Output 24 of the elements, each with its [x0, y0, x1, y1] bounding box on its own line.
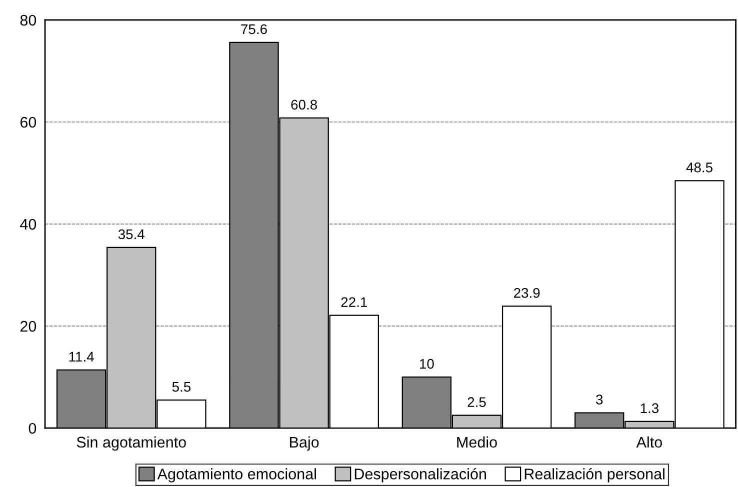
legend-label: Despersonalización: [354, 468, 486, 482]
x-tick-label: Bajo: [290, 436, 319, 451]
data-label: 22.1: [341, 297, 367, 307]
x-tick-label: Medio: [457, 436, 497, 448]
data-label: 75.6: [241, 24, 267, 34]
data-label: 48.5: [686, 162, 712, 172]
x-tick-label: Sin agotamiento: [76, 436, 186, 451]
y-tick-label: 40: [20, 218, 36, 230]
data-label: 5.5: [172, 382, 191, 392]
y-tick-label: 20: [20, 320, 36, 332]
data-label: 23.9: [514, 288, 540, 298]
data-label: 35.4: [118, 229, 144, 240]
data-label: 3: [596, 394, 603, 404]
data-label: 2.5: [468, 397, 486, 408]
data-label: 1.3: [640, 403, 658, 414]
data-label: 11.4: [69, 352, 94, 362]
data-label: 60.8: [291, 100, 317, 110]
legend-label: Agotamiento emocional: [157, 468, 316, 482]
y-tick-label: 0: [28, 422, 36, 434]
y-tick-label: 80: [20, 14, 36, 26]
y-tick-label: 60: [20, 116, 36, 128]
legend-label: Realización personal: [524, 468, 664, 482]
data-label: 10: [420, 358, 434, 369]
x-tick-label: Alto: [636, 436, 662, 448]
